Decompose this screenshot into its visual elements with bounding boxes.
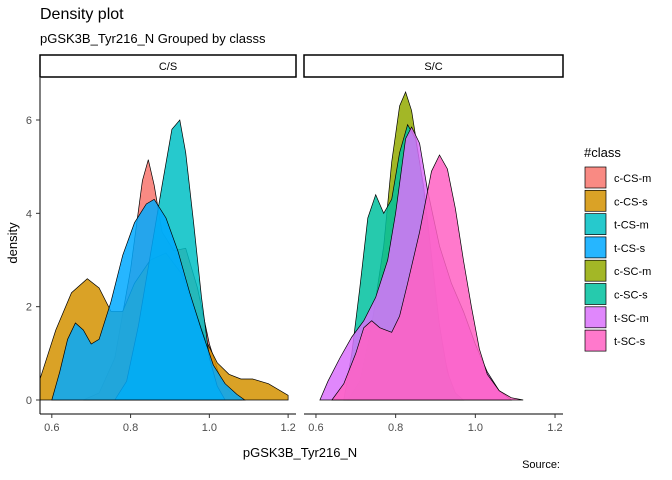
facet-panels [39, 91, 524, 401]
legend-label-t-CS-s: t-CS-s [614, 243, 646, 255]
legend-key-c-CS-s [584, 189, 607, 212]
x-tick-label: 0.8 [123, 422, 138, 434]
legend-label-t-SC-s: t-SC-s [614, 336, 646, 348]
legend-key-t-CS-s [584, 236, 607, 259]
x-tick-label: 1.0 [468, 422, 483, 434]
legend: #class c-CS-m c-CS-s t-CS-m t-CS-s c-SC-m c-S… [584, 145, 651, 352]
strip-sc-background [303, 54, 564, 78]
legend-label-t-SC-m: t-SC-m [614, 313, 649, 325]
legend-label-c-SC-m: c-SC-m [614, 266, 651, 278]
legend-label-c-CS-m: c-CS-m [614, 173, 651, 185]
x-tick-label: 0.6 [308, 422, 323, 434]
legend-key-t-CS-m [584, 213, 607, 235]
legend-key-c-SC-m [584, 259, 607, 282]
strip-cs-background [39, 54, 297, 78]
y-tick-label: 0 [26, 395, 32, 407]
strip-cs-label: C/S [159, 61, 177, 73]
axes: 0.6 0.8 1.0 1.2 0.6 0.8 1.0 1.2 0 2 4 6 [26, 78, 563, 434]
legend-label-c-CS-s: c-CS-s [614, 196, 648, 208]
legend-key-t-SC-s [584, 329, 607, 352]
chart-subtitle: pGSK3B_Tyr216_N Grouped by classs [40, 31, 266, 46]
legend-label-t-CS-m: t-CS-m [614, 220, 649, 232]
y-tick-label: 2 [26, 302, 32, 314]
panel-sc [319, 91, 524, 401]
x-tick-label: 0.8 [388, 422, 403, 434]
y-tick-label: 6 [26, 115, 32, 127]
legend-key-c-CS-m [584, 166, 607, 189]
legend-label-c-SC-s: c-SC-s [614, 290, 648, 302]
legend-title: #class [584, 145, 621, 160]
x-axis-title: pGSK3B_Tyr216_N [243, 445, 357, 460]
density-area-t-CS-s [51, 198, 246, 401]
density-area-t-SC-s [331, 154, 524, 401]
x-tick-label: 1.0 [202, 422, 217, 434]
y-tick-label: 4 [26, 208, 32, 220]
facet-strips: C/S S/C [39, 54, 564, 78]
x-tick-label: 1.2 [547, 422, 562, 434]
chart-caption: Source: [522, 459, 560, 471]
y-axis-title: density [5, 222, 20, 264]
strip-sc-label: S/C [424, 61, 442, 73]
panel-cs [39, 119, 289, 401]
x-tick-label: 0.6 [44, 422, 59, 434]
legend-key-t-SC-m [584, 306, 607, 329]
legend-key-c-SC-s [584, 283, 607, 305]
x-tick-label: 1.2 [280, 422, 295, 434]
chart-title: Density plot [40, 6, 124, 23]
